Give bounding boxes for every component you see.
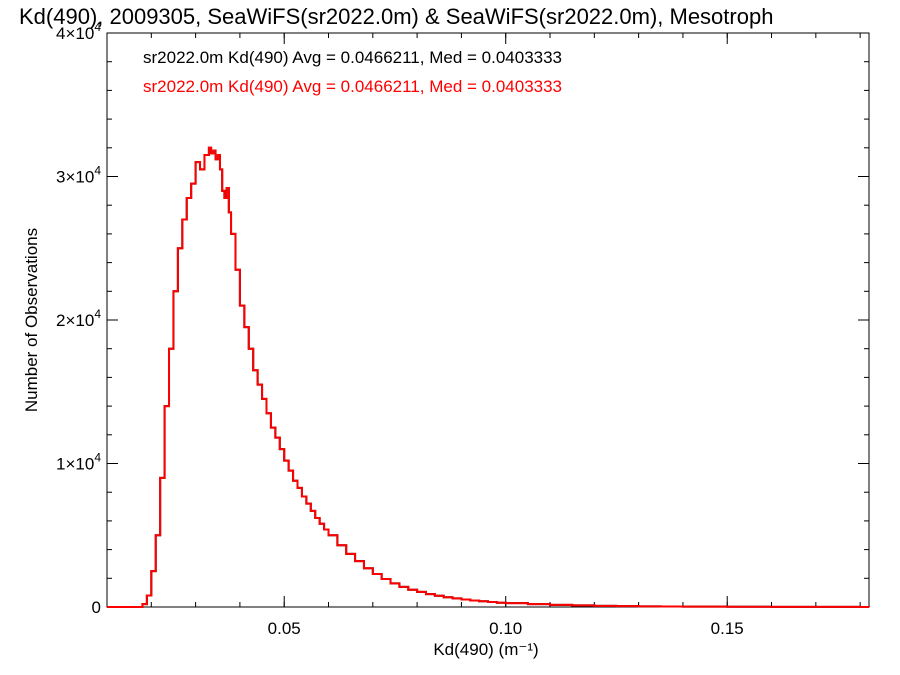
axes: 0.05 0.10 0.15 0 1×104 2×104 3×104 4×104 — [56, 20, 870, 638]
annotation-black: sr2022.0m Kd(490) Avg = 0.0466211, Med =… — [143, 48, 562, 67]
histogram-line-red — [107, 146, 870, 608]
y-tick-label: 3×104 — [56, 164, 101, 187]
chart-title: Kd(490), 2009305, SeaWiFS(sr2022.0m) & S… — [19, 4, 773, 29]
y-tick-label: 0 — [92, 598, 101, 617]
x-tick-label: 0.05 — [268, 619, 301, 638]
x-axis-label: Kd(490) (m⁻¹) — [433, 640, 538, 659]
y-tick-label: 2×104 — [56, 307, 101, 330]
y-tick-label: 4×104 — [56, 20, 101, 43]
y-tick-label: 1×104 — [56, 451, 101, 474]
annotation-red: sr2022.0m Kd(490) Avg = 0.0466211, Med =… — [143, 77, 562, 96]
histogram-line-black — [107, 146, 870, 608]
y-axis-label: Number of Observations — [22, 228, 41, 412]
x-tick-label: 0.15 — [711, 619, 744, 638]
x-tick-label: 0.10 — [489, 619, 522, 638]
plot-frame — [106, 32, 870, 608]
plot-area — [107, 146, 870, 608]
